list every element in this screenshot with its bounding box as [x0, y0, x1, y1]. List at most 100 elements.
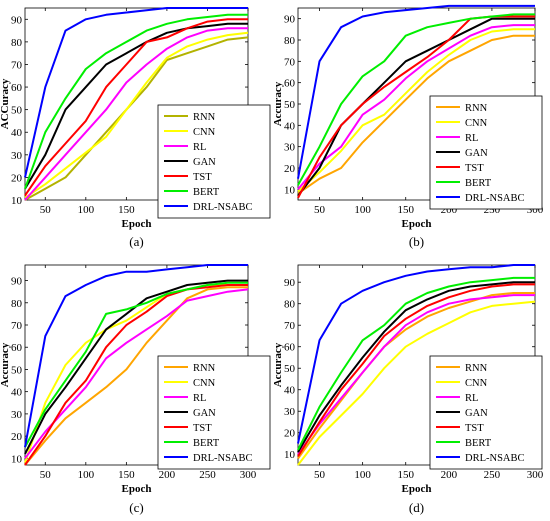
series-line: [297, 24, 535, 190]
series-line: [24, 264, 248, 448]
series-line: [297, 276, 535, 451]
y-tick-label: 60: [284, 78, 296, 90]
x-tick-label: 150: [397, 204, 414, 216]
y-tick-label: 50: [284, 363, 296, 375]
y-tick-label: 80: [11, 298, 23, 310]
y-tick-label: 10: [11, 195, 23, 207]
y-tick-label: 60: [11, 82, 23, 94]
legend-label: DRL-NSABC: [193, 453, 253, 464]
x-tick-label: 150: [118, 469, 135, 481]
legend-label: TST: [193, 172, 212, 183]
legend-label: RL: [465, 133, 478, 144]
x-axis-label: Epoch: [402, 218, 432, 230]
y-tick-label: 10: [284, 184, 296, 196]
y-tick-label: 70: [284, 320, 296, 332]
legend-label: GAN: [465, 408, 488, 419]
series-line: [297, 283, 535, 457]
y-tick-label: 40: [11, 387, 23, 399]
series-line: [297, 13, 535, 186]
y-tick-label: 50: [11, 364, 23, 376]
panel-label: (b): [409, 234, 424, 249]
series-line: [24, 13, 248, 190]
series-line: [24, 7, 248, 178]
legend-label: BERT: [465, 178, 492, 189]
series-line: [297, 281, 535, 453]
series-line: [297, 34, 535, 195]
y-axis-label: Accuracy: [0, 342, 11, 387]
x-tick-label: 50: [40, 204, 52, 216]
x-tick-label: 200: [159, 469, 176, 481]
legend-label: GAN: [193, 408, 216, 419]
y-tick-label: 30: [284, 406, 296, 418]
y-tick-label: 20: [284, 163, 296, 175]
y-tick-label: 60: [11, 342, 23, 354]
series-line: [24, 281, 248, 448]
legend-label: RNN: [465, 363, 488, 374]
y-tick-label: 40: [284, 120, 296, 132]
legend-label: RNN: [193, 112, 216, 123]
legend-label: GAN: [465, 148, 488, 159]
legend-label: BERT: [193, 187, 220, 198]
legend-label: TST: [465, 163, 484, 174]
series-line: [297, 264, 535, 444]
plot-frame: [24, 7, 249, 201]
y-tick-label: 40: [284, 385, 296, 397]
legend-label: CNN: [465, 118, 488, 129]
x-tick-label: 50: [314, 469, 326, 481]
y-tick-label: 30: [284, 142, 296, 154]
legend-label: RNN: [193, 363, 216, 374]
y-tick-label: 30: [11, 409, 23, 421]
y-tick-label: 80: [284, 299, 296, 311]
series-line: [297, 28, 535, 193]
x-tick-label: 150: [118, 204, 135, 216]
y-tick-label: 30: [11, 150, 23, 162]
x-tick-label: 50: [314, 204, 326, 216]
x-tick-label: 100: [78, 204, 95, 216]
y-tick-label: 10: [284, 449, 296, 461]
legend-label: RNN: [465, 103, 488, 114]
series-line: [24, 36, 249, 201]
y-tick-label: 70: [11, 320, 23, 332]
x-axis-label: Epoch: [122, 483, 152, 495]
y-tick-label: 40: [11, 127, 23, 139]
x-tick-label: 250: [484, 469, 501, 481]
x-tick-label: 300: [240, 469, 257, 481]
series-line: [297, 292, 535, 460]
x-tick-label: 300: [527, 469, 544, 481]
chart-panel: 10203040506070809050100150200250300Epoch…: [0, 7, 271, 249]
series-line: [24, 31, 249, 199]
panel-label: (c): [129, 500, 143, 515]
y-tick-label: 50: [284, 99, 296, 111]
y-tick-label: 90: [284, 14, 296, 26]
x-axis-label: Epoch: [122, 218, 152, 230]
y-tick-label: 50: [11, 105, 23, 117]
panel-label: (a): [129, 234, 143, 249]
legend-label: RL: [465, 393, 478, 404]
series-line: [24, 27, 248, 201]
y-tick-label: 60: [284, 342, 296, 354]
legend-label: RL: [193, 142, 206, 153]
y-axis-label: Accuracy: [272, 342, 284, 387]
y-axis-label: Accuracy: [272, 81, 284, 126]
series-line: [24, 286, 248, 466]
legend-label: TST: [193, 423, 212, 434]
x-axis-label: Epoch: [402, 483, 432, 495]
series-line: [24, 22, 248, 190]
x-tick-label: 200: [441, 469, 458, 481]
x-tick-label: 100: [354, 469, 371, 481]
series-line: [297, 300, 536, 466]
x-tick-label: 100: [78, 469, 95, 481]
legend-label: CNN: [193, 378, 216, 389]
x-tick-label: 100: [354, 204, 371, 216]
x-tick-label: 50: [40, 469, 52, 481]
y-tick-label: 20: [11, 172, 23, 184]
series-line: [297, 4, 535, 179]
panel-label: (d): [409, 500, 424, 515]
legend-label: CNN: [465, 378, 488, 389]
y-tick-label: 80: [11, 37, 23, 49]
legend-label: GAN: [193, 157, 216, 168]
y-axis-label: ACCuracy: [0, 78, 11, 129]
